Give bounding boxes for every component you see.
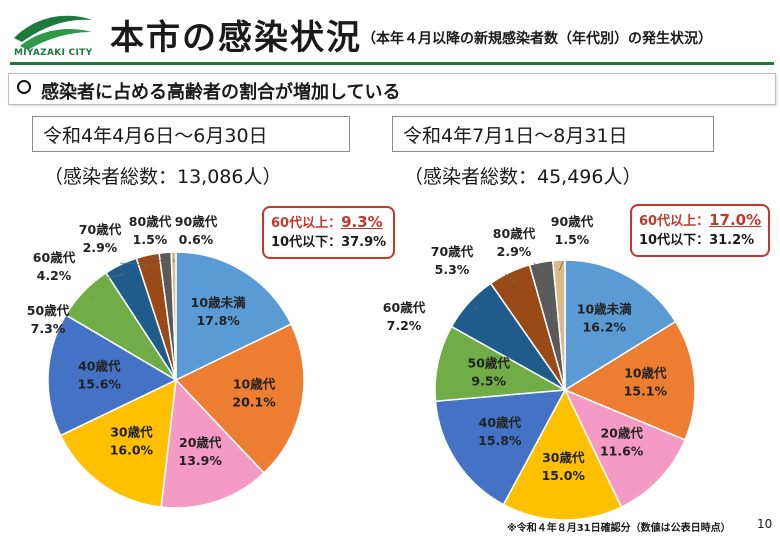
page-subtitle: （本年４月以降の新規感染者数（年代別）の発生状況） — [362, 31, 712, 47]
pie-slice-10 — [170, 251, 177, 381]
slice-label-7: 60歳代 4.2% — [33, 250, 76, 283]
logo-text: MIYAZAKI CITY — [14, 48, 93, 58]
header-rule — [10, 62, 774, 65]
slice-label-5: 40歳代 15.6% — [78, 359, 122, 392]
slice-label-2: 10歳代 20.1% — [232, 376, 276, 409]
slice-label-6: 50歳代 9.5% — [468, 356, 511, 389]
pie-slice-2 — [563, 320, 696, 441]
slice-label-10: 90歳代 0.6% — [175, 214, 218, 247]
page-number: 10 — [757, 517, 773, 531]
badge-over60-label: 60代以上： — [271, 216, 342, 231]
badge-over60-value: 9.3% — [341, 213, 383, 231]
pie-slice-1 — [175, 251, 293, 382]
slice-label-8: 70歳代 2.9% — [79, 222, 122, 255]
badge-under10s: 10代以下：31.2% — [639, 232, 755, 248]
slice-label-4: 30歳代 15.0% — [542, 450, 586, 483]
pie-slice-3 — [160, 378, 266, 509]
leader-line — [558, 260, 564, 271]
footnote: ※令和４年８月31日確認分（数値は公表日時点） — [507, 523, 731, 534]
banner-text: 感染者に占める高齢者の割合が増加している — [41, 82, 401, 103]
pie-slice-3 — [563, 388, 687, 509]
leader-line — [149, 256, 167, 264]
badge-over60-value: 17.0% — [709, 211, 762, 229]
pie-slice-5 — [434, 389, 567, 506]
badge-over60-label: 60代以上： — [639, 214, 710, 229]
pie-chart-1: 10歳未満 17.8% 10歳代 20.1% 20歳代 13.9% 30歳代 16.0% 40歳… — [27, 214, 305, 509]
city-logo — [14, 15, 92, 50]
slice-label-6: 50歳代 7.3% — [27, 303, 70, 336]
period-2-total: （感染者総数：45,496人） — [404, 166, 642, 188]
pie-slice-1 — [564, 259, 677, 392]
slice-label-10: 90歳代 1.5% — [551, 214, 594, 247]
pie-slice-2 — [174, 323, 305, 475]
pie-slice-4 — [502, 388, 623, 521]
period-1-title: 令和4年4月6日～6月30日 — [32, 116, 350, 152]
slice-label-1: 10歳未満 16.2% — [577, 302, 632, 335]
summary-banner: 感染者に占める高齢者の割合が増加している — [8, 73, 776, 105]
period-1-age-badge: 60代以上：9.3% 10代以下：37.9% — [262, 206, 396, 259]
slice-label-4: 30歳代 16.0% — [110, 425, 154, 458]
pie-chart-2: 10歳未満 16.2% 10歳代 15.1% 20歳代 11.6% 30歳代 15.0% 40歳… — [383, 214, 696, 521]
badge-under10s: 10代以下：37.9% — [271, 234, 387, 250]
leader-line — [473, 305, 477, 310]
leader-line — [119, 262, 150, 266]
page-title: 本市の感染状況 — [110, 18, 362, 58]
slice-label-5: 40歳代 15.8% — [478, 415, 522, 448]
circle-bullet-icon — [17, 80, 31, 94]
slice-label-8: 70歳代 5.3% — [431, 244, 474, 277]
leader-line — [90, 297, 93, 299]
pie-slice-6 — [434, 325, 568, 403]
period-2-title: 令和4年7月1日～8月31日 — [392, 116, 714, 152]
period-1-total: （感染者総数：13,086人） — [44, 166, 282, 188]
pie-slice-5 — [47, 313, 178, 437]
slice-label-3: 20歳代 13.9% — [179, 435, 223, 468]
slice-label-7: 60歳代 7.2% — [383, 300, 426, 333]
leader-line — [533, 262, 544, 273]
leader-line — [107, 273, 126, 279]
pie-slice-4 — [59, 378, 177, 508]
leader-line — [504, 273, 515, 283]
period-2-age-badge: 60代以上：17.0% 10代以下：31.2% — [630, 204, 771, 257]
slice-label-9: 80歳代 2.9% — [493, 226, 536, 259]
slice-label-2: 10歳代 15.1% — [624, 366, 668, 399]
pie-slice-10 — [551, 259, 566, 391]
slice-label-9: 80歳代 1.5% — [129, 214, 172, 247]
slice-label-3: 20歳代 11.6% — [600, 426, 644, 459]
slice-label-1: 10歳未満 17.8% — [191, 295, 246, 328]
